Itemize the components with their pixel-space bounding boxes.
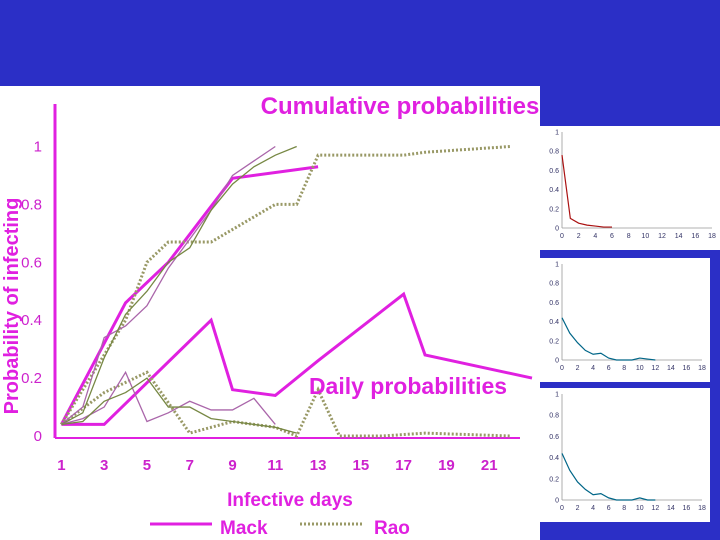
side-y-tick-label: 0.8 [549, 413, 559, 420]
side-x-tick-label: 8 [622, 365, 626, 372]
legend-rao-label: Rao [374, 518, 410, 539]
series-line-thin [61, 370, 276, 426]
x-tick-label: 11 [267, 457, 283, 474]
y-axis-label: Probability of infecting [1, 198, 23, 415]
side-x-tick-label: 12 [658, 233, 666, 240]
side-y-tick-label: 0.2 [549, 338, 559, 345]
side-x-tick-label: 2 [576, 505, 580, 512]
side-y-tick-label: 0.8 [549, 149, 559, 156]
side-x-tick-label: 16 [691, 233, 699, 240]
main-chart-panel: 1 3 5 7 9 11 13 15 17 19 21 0 0.2 0.4 0.6 0.8 1 Cumulati… [0, 86, 540, 540]
side-chart-2: 00.20.40.60.810 2 4 6 8 10 12 14 16 18 [549, 262, 706, 373]
side-x-tick-label: 14 [675, 233, 683, 240]
side-series-line [561, 317, 656, 361]
side-x-tick-label: 0 [560, 233, 564, 240]
side-x-tick-label: 4 [591, 365, 595, 372]
side-y-tick-label: 0.2 [549, 206, 559, 213]
daily-probabilities-label: Daily probabilities [309, 373, 507, 399]
series-lines [60, 144, 533, 438]
side-x-tick-label: 10 [641, 233, 649, 240]
side-x-tick-label: 2 [576, 365, 580, 372]
side-y-tick-label: 0 [555, 358, 559, 365]
x-tick-label: 19 [438, 457, 455, 474]
series-line-mack [60, 165, 319, 426]
side-x-tick-label: 2 [577, 233, 581, 240]
side-x-tick-label: 6 [607, 505, 611, 512]
side-chart-1-panel: 0 0.2 0.4 0.6 0.8 1 0 2 4 6 8 10 12 14 16 18 [540, 126, 720, 250]
side-y-tick-label: 0.2 [549, 476, 559, 483]
x-tick-label: 13 [310, 457, 327, 474]
side-x-tick-label: 18 [698, 505, 706, 512]
x-tick-label: 9 [228, 457, 236, 474]
side-x-tick-label: 6 [607, 365, 611, 372]
side-x-tick-label: 8 [622, 505, 626, 512]
side-x-tick-label: 0 [560, 505, 564, 512]
side-y-tick-label: 0.4 [549, 319, 559, 326]
series-line-mack [61, 291, 533, 426]
side-x-tick-label: 4 [593, 233, 597, 240]
x-axis-label: Infective days [227, 490, 353, 511]
series-line-thin [61, 377, 297, 434]
series-line-rao [60, 370, 511, 438]
series-line-rao [60, 144, 511, 426]
side-x-tick-label: 12 [651, 365, 659, 372]
side-y-tick-label: 0.4 [549, 187, 559, 194]
side-x-tick-label: 8 [627, 233, 631, 240]
y-tick-label: 1 [34, 138, 42, 155]
side-x-tick-label: 14 [667, 505, 675, 512]
side-y-tick-label: 1 [555, 262, 559, 269]
x-tick-label: 17 [395, 457, 412, 474]
x-tick-label: 5 [143, 457, 151, 474]
side-chart-2-panel: 0 0.2 0.4 0.6 0.8 1 0 2 4 6 8 10 12 14 16 18 [540, 258, 710, 382]
side-series-line [561, 453, 656, 501]
side-y-tick-label: 0.6 [549, 300, 559, 307]
legend-mack-label: Mack [220, 518, 268, 539]
x-tick-label: 1 [57, 457, 65, 474]
side-y-tick-label: 0.6 [549, 168, 559, 175]
series-line-thin [61, 145, 297, 425]
side-x-tick-label: 18 [708, 233, 716, 240]
y-tick-label: 0.6 [21, 254, 42, 271]
y-tick-label: 0.4 [21, 312, 42, 329]
side-series-line [561, 154, 612, 228]
side-x-tick-label: 12 [651, 505, 659, 512]
side-x-tick-label: 4 [591, 505, 595, 512]
side-y-tick-label: 0 [555, 226, 559, 233]
side-y-tick-label: 1 [555, 130, 559, 137]
side-y-tick-label: 0.4 [549, 455, 559, 462]
y-tick-label: 0.2 [21, 370, 42, 387]
side-x-tick-label: 10 [636, 505, 644, 512]
side-x-tick-label: 16 [683, 505, 691, 512]
side-y-tick-label: 0.6 [549, 434, 559, 441]
y-tick-label: 0.8 [21, 196, 42, 213]
side-y-tick-label: 0 [555, 498, 559, 505]
side-x-tick-label: 14 [667, 365, 675, 372]
y-tick-label: 0 [34, 428, 42, 445]
side-x-tick-label: 6 [610, 233, 614, 240]
x-tick-label: 7 [186, 457, 194, 474]
side-y-tick-label: 0.8 [549, 281, 559, 288]
side-x-tick-label: 10 [636, 365, 644, 372]
x-tick-label: 21 [481, 457, 498, 474]
side-chart-3: 00.20.40.60.810 2 4 6 8 10 12 14 16 18 [549, 392, 706, 513]
side-x-tick-label: 18 [698, 365, 706, 372]
series-line-thin [60, 145, 276, 425]
chart-title: Cumulative probabilities [261, 93, 540, 120]
side-x-tick-label: 16 [683, 365, 691, 372]
side-y-tick-label: 1 [555, 392, 559, 399]
side-x-tick-label: 0 [560, 365, 564, 372]
side-chart-1: 00.20.40.60.810 2 4 6 8 10 12 14 16 18 [549, 130, 716, 241]
side-chart-3-panel: 0 0.2 0.4 0.6 0.8 1 0 2 4 6 8 10 12 14 16 18 [540, 388, 710, 522]
x-tick-label: 15 [353, 457, 370, 474]
x-tick-label: 3 [100, 457, 108, 474]
